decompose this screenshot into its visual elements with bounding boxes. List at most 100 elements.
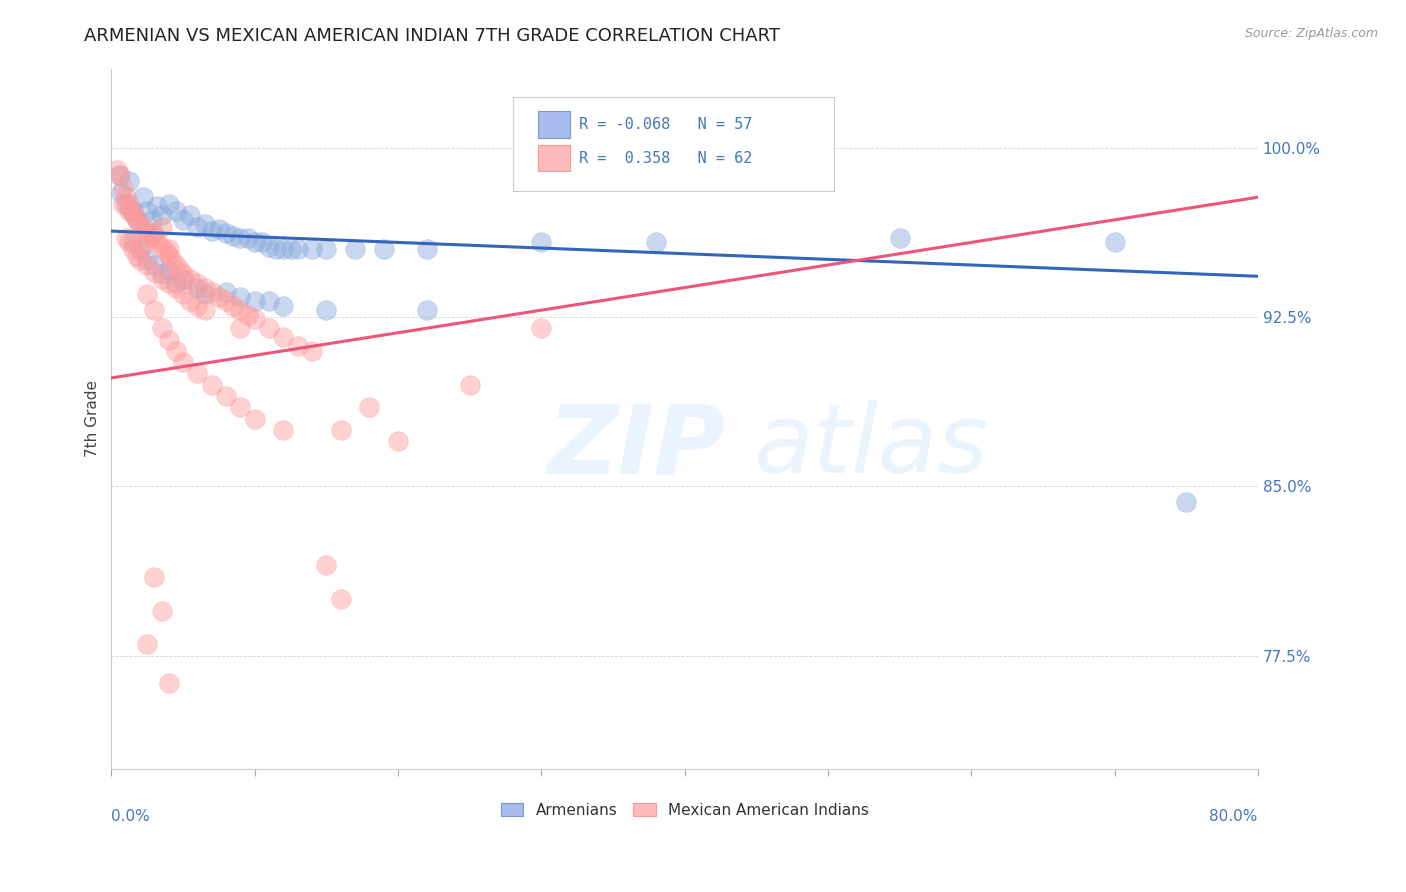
Point: [169, 262, 191, 277]
Point: [157, 675, 180, 690]
Point: [150, 267, 173, 281]
Y-axis label: 7th Grade: 7th Grade: [86, 380, 100, 457]
Text: 80.0%: 80.0%: [1209, 809, 1258, 824]
Point: [329, 592, 352, 607]
Point: [122, 242, 145, 256]
Point: [129, 242, 152, 256]
Point: [329, 423, 352, 437]
Point: [143, 569, 166, 583]
Point: [273, 299, 295, 313]
Point: [215, 227, 238, 241]
Point: [150, 271, 173, 285]
Point: [273, 242, 295, 256]
Point: [136, 235, 159, 250]
Point: [172, 287, 194, 301]
Point: [229, 303, 252, 318]
Point: [201, 285, 224, 299]
Point: [117, 174, 139, 188]
Point: [146, 235, 169, 250]
Point: [193, 280, 215, 294]
Point: [129, 240, 152, 254]
Point: [315, 242, 337, 256]
Point: [172, 355, 194, 369]
Point: [117, 203, 139, 218]
Text: Source: ZipAtlas.com: Source: ZipAtlas.com: [1244, 27, 1378, 40]
Point: [143, 258, 166, 272]
Point: [146, 199, 169, 213]
Point: [157, 276, 180, 290]
Point: [129, 218, 152, 232]
Point: [201, 224, 224, 238]
Point: [273, 330, 295, 344]
Point: [458, 377, 481, 392]
Point: [107, 168, 129, 182]
Point: [150, 219, 173, 234]
Point: [215, 285, 238, 299]
Point: [208, 290, 231, 304]
Point: [215, 294, 238, 309]
Point: [108, 168, 131, 182]
Point: [150, 321, 173, 335]
Point: [236, 308, 259, 322]
Point: [359, 401, 381, 415]
Point: [165, 276, 187, 290]
Point: [415, 303, 437, 318]
Point: [186, 299, 208, 313]
Point: [889, 231, 911, 245]
Point: [111, 197, 134, 211]
Point: [141, 212, 163, 227]
Point: [1175, 495, 1198, 509]
Point: [236, 231, 259, 245]
Point: [127, 212, 149, 227]
Point: [172, 271, 194, 285]
Point: [186, 367, 208, 381]
Point: [179, 271, 201, 285]
Point: [105, 163, 128, 178]
Point: [150, 240, 173, 254]
Point: [229, 401, 252, 415]
Point: [186, 219, 208, 234]
Point: [315, 303, 337, 318]
Point: [165, 203, 187, 218]
Point: [129, 253, 152, 268]
Point: [373, 242, 395, 256]
Point: [287, 242, 309, 256]
Point: [117, 197, 139, 211]
Point: [136, 287, 159, 301]
Point: [157, 242, 180, 256]
Point: [121, 203, 143, 218]
Point: [250, 235, 273, 250]
Point: [157, 249, 180, 263]
Point: [124, 208, 146, 222]
Point: [179, 208, 201, 222]
Point: [530, 235, 553, 250]
Point: [132, 222, 155, 236]
Point: [186, 280, 208, 294]
Point: [136, 253, 159, 268]
Point: [1104, 235, 1126, 250]
Point: [193, 303, 215, 318]
Point: [143, 303, 166, 318]
Point: [186, 276, 208, 290]
Legend: Armenians, Mexican American Indians: Armenians, Mexican American Indians: [495, 797, 875, 824]
Point: [132, 190, 155, 204]
Point: [257, 321, 280, 335]
Point: [257, 294, 280, 309]
Point: [257, 240, 280, 254]
Text: R =  0.358   N = 62: R = 0.358 N = 62: [579, 151, 752, 166]
Point: [243, 294, 266, 309]
Point: [172, 267, 194, 281]
Point: [179, 294, 201, 309]
Point: [243, 235, 266, 250]
Point: [127, 212, 149, 227]
Point: [415, 242, 437, 256]
Point: [155, 244, 177, 259]
FancyBboxPatch shape: [538, 145, 569, 171]
Point: [229, 231, 252, 245]
Point: [193, 287, 215, 301]
Text: atlas: atlas: [754, 401, 988, 493]
Point: [141, 227, 163, 241]
Point: [229, 321, 252, 335]
Point: [301, 343, 323, 358]
Point: [157, 333, 180, 347]
